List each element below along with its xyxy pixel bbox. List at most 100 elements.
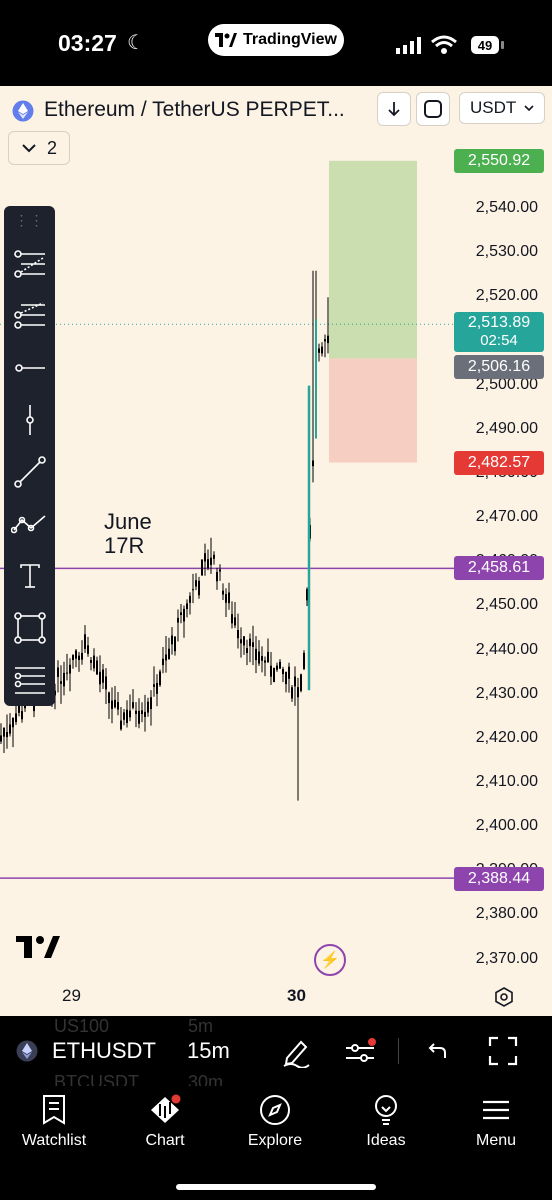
fullscreen-icon[interactable] bbox=[488, 1036, 518, 1066]
nav-explore[interactable]: Explore bbox=[225, 1094, 325, 1150]
nav-watchlist[interactable]: Watchlist bbox=[4, 1094, 104, 1150]
trend-line-icon bbox=[13, 456, 46, 488]
candle-body bbox=[84, 634, 86, 649]
watchlist-icon bbox=[43, 1095, 65, 1125]
price-axis-label: 2,470.00 bbox=[475, 508, 538, 526]
candle-body bbox=[144, 711, 146, 717]
ghost-interval-1: 5m bbox=[188, 1016, 214, 1036]
symbol-button[interactable]: ETHUSDT bbox=[52, 1038, 156, 1063]
candle-body bbox=[306, 589, 308, 601]
download-button[interactable] bbox=[377, 92, 411, 126]
battery-indicator: 49 bbox=[471, 36, 499, 54]
candle-body bbox=[228, 592, 230, 604]
ethereum-logo-icon bbox=[12, 100, 34, 122]
fullscreen-toggle-button[interactable] bbox=[416, 92, 450, 126]
candle-body bbox=[282, 669, 284, 675]
price-chart[interactable] bbox=[0, 136, 552, 1016]
candle-body bbox=[240, 639, 242, 644]
candle-body bbox=[135, 710, 137, 714]
candle-body bbox=[141, 710, 143, 715]
app-pill[interactable]: TradingView bbox=[208, 24, 344, 56]
tool-path[interactable] bbox=[4, 504, 55, 544]
lightning-icon[interactable]: ⚡ bbox=[314, 944, 346, 976]
currency-label: USDT bbox=[470, 98, 517, 117]
app-pill-label: TradingView bbox=[243, 31, 337, 48]
settings-hexagon-icon[interactable] bbox=[493, 986, 515, 1008]
candle-body bbox=[294, 676, 296, 687]
candle-body bbox=[324, 339, 326, 342]
candle-body bbox=[261, 656, 263, 661]
tool-trend-line[interactable] bbox=[4, 452, 55, 492]
stop-zone bbox=[329, 358, 417, 463]
tool-fib-retracement[interactable] bbox=[4, 244, 55, 284]
june-17r-annotation[interactable]: June 17R bbox=[104, 510, 152, 558]
nav-menu[interactable]: Menu bbox=[446, 1094, 546, 1150]
candle-body bbox=[249, 638, 251, 647]
candle-body bbox=[204, 553, 206, 562]
undo-icon[interactable] bbox=[426, 1040, 448, 1062]
candle-body bbox=[318, 348, 320, 353]
candle-body bbox=[117, 702, 119, 710]
candle-body bbox=[81, 652, 83, 660]
drawing-pen-icon[interactable] bbox=[281, 1036, 311, 1068]
moon-icon: ☾ bbox=[127, 32, 145, 54]
time-label-29: 29 bbox=[62, 986, 81, 1005]
chevron-down-icon bbox=[524, 105, 534, 112]
drag-handle-icon[interactable]: ⋮⋮ bbox=[14, 211, 45, 228]
candle-body bbox=[147, 701, 149, 713]
tradingview-watermark-icon bbox=[16, 936, 60, 958]
candle-body bbox=[156, 682, 158, 694]
chevron-down-icon bbox=[22, 144, 36, 153]
price-axis-label: 2,450.00 bbox=[475, 596, 538, 614]
candle-body bbox=[102, 669, 104, 683]
signal-icon bbox=[396, 37, 421, 54]
nav-chart[interactable]: Chart bbox=[115, 1094, 215, 1150]
candle-body bbox=[93, 655, 95, 669]
candle-body bbox=[279, 661, 281, 669]
candle-body bbox=[78, 655, 80, 660]
parallel-channel-icon bbox=[14, 667, 45, 694]
tool-fib-extension[interactable] bbox=[4, 295, 55, 335]
compass-icon bbox=[260, 1095, 290, 1125]
candle-body bbox=[57, 667, 59, 677]
candle-body bbox=[210, 557, 212, 565]
nav-ideas[interactable]: Ideas bbox=[336, 1094, 436, 1150]
candle-body bbox=[327, 335, 329, 344]
chart-area[interactable]: June 17R 2,540.002,530.002,520.002,510.0… bbox=[0, 136, 552, 1016]
candle-body bbox=[231, 614, 233, 624]
candle-body bbox=[312, 460, 314, 467]
interval-button[interactable]: 15m bbox=[187, 1038, 230, 1063]
indicators-count: 2 bbox=[46, 137, 57, 158]
fib-retracement-icon bbox=[13, 250, 45, 278]
candle-body bbox=[15, 713, 17, 723]
bottom-navigation: Watchlist Chart Explore Ideas Menu bbox=[0, 1086, 552, 1200]
upper-level-price-tag: 2,458.61 bbox=[454, 556, 544, 580]
candle-body bbox=[54, 690, 56, 696]
candle-body bbox=[177, 617, 179, 623]
last-price-value: 2,513.89 bbox=[467, 314, 531, 331]
tool-vertical-line[interactable] bbox=[4, 400, 55, 440]
status-bar: 03:27 ☾ TradingView 49 bbox=[0, 0, 552, 86]
ethereum-logo-icon bbox=[16, 1040, 38, 1062]
candle-body bbox=[303, 652, 305, 669]
indicators-sliders-icon[interactable] bbox=[344, 1038, 378, 1066]
candle-body bbox=[180, 612, 182, 615]
symbol-title[interactable]: Ethereum / TetherUS PERPET... bbox=[44, 98, 345, 121]
price-axis-label: 2,490.00 bbox=[475, 419, 538, 437]
candle-body bbox=[129, 710, 131, 718]
candle-body bbox=[219, 569, 221, 572]
currency-select[interactable]: USDT bbox=[459, 92, 545, 124]
tool-parallel-channel[interactable] bbox=[4, 661, 55, 701]
tool-text[interactable] bbox=[4, 556, 55, 596]
candle-body bbox=[291, 687, 293, 699]
candle-body bbox=[6, 732, 8, 738]
tool-rectangle[interactable] bbox=[4, 608, 55, 648]
candle-body bbox=[165, 654, 167, 661]
indicators-collapse-button[interactable]: 2 bbox=[8, 131, 70, 165]
tradingview-logo-icon bbox=[215, 33, 238, 47]
tool-horizontal-ray[interactable] bbox=[4, 348, 55, 388]
candle-body bbox=[192, 589, 194, 591]
candle-body bbox=[285, 671, 287, 685]
nav-menu-label: Menu bbox=[475, 1132, 517, 1149]
candle-body bbox=[0, 735, 2, 742]
